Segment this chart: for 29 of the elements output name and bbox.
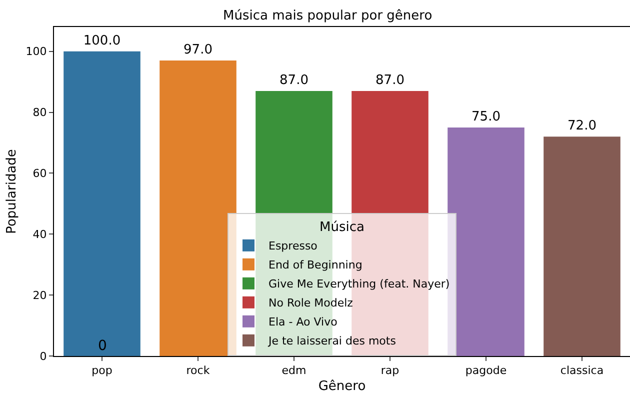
data-label: 87.0	[376, 72, 404, 88]
data-label: 87.0	[280, 72, 308, 88]
data-label: 97.0	[184, 42, 212, 58]
y-tick-label: 40	[32, 228, 47, 241]
x-tick-label: rock	[186, 364, 210, 378]
x-axis-title: Gênero	[318, 378, 366, 394]
legend-label: Ela - Ao Vivo	[268, 316, 338, 329]
x-tick-label: classica	[560, 364, 604, 378]
legend-label: Give Me Everything (feat. Nayer)	[268, 278, 450, 291]
x-tick-label: pop	[92, 364, 112, 378]
y-axis-title: Popularidade	[4, 149, 20, 234]
annotation: 0	[98, 338, 107, 354]
data-label: 72.0	[568, 118, 596, 134]
y-tick-label: 0	[40, 350, 47, 363]
y-tick-label: 20	[32, 288, 47, 302]
data-label: 75.0	[472, 110, 500, 125]
chart-title: Música mais popular por gênero	[223, 8, 432, 24]
y-tick-label: 80	[32, 106, 47, 120]
y-tick-label: 60	[32, 167, 47, 180]
x-tick-label: edm	[282, 364, 306, 378]
y-tick-label: 100	[26, 45, 47, 58]
data-label: 100.0	[83, 33, 121, 48]
legend-label: End of Beginning	[268, 258, 362, 272]
x-tick-label: pagode	[465, 364, 507, 378]
x-tick-label: rap	[380, 364, 400, 378]
legend-label: No Role Modelz	[268, 296, 354, 310]
legend-label: Je te laisserai des mots	[268, 334, 396, 348]
legend-label: Espresso	[268, 240, 318, 253]
legend-title: Música	[320, 220, 364, 235]
